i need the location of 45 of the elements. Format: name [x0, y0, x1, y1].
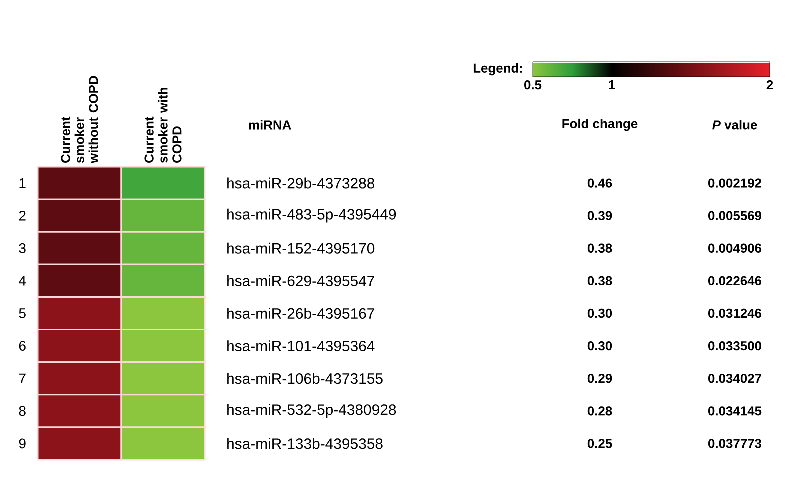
text: 0.30	[588, 341, 612, 351]
text: 0.034027	[708, 374, 762, 384]
color-bar-label: 2	[766, 80, 774, 90]
color-bar-title: Legend:	[474, 63, 522, 76]
text: P value	[712, 120, 758, 130]
text: 0.46	[588, 178, 612, 188]
text: miRNA	[249, 120, 292, 130]
text: 0.037773	[708, 439, 762, 448]
text: 0.004906	[708, 244, 762, 253]
text: 0.39	[588, 211, 612, 220]
y-tick-label: 5	[19, 308, 26, 318]
text: 0.30	[588, 308, 612, 318]
y2-tick-label: hsa-miR-152-4395170	[228, 242, 375, 254]
y2-tick-label: hsa-miR-629-4395547	[228, 275, 374, 286]
text: 0.28	[588, 406, 612, 416]
x-tick-label: Current smoker with COPD	[144, 88, 182, 164]
text: 0.25	[588, 439, 612, 448]
x-tick-label: Current smoker without COPD	[61, 76, 98, 164]
y-tick-label: 7	[19, 374, 26, 384]
text: 0.034145	[708, 406, 762, 416]
y-tick-label: 9	[19, 438, 26, 449]
text: Fold change	[562, 118, 638, 132]
y2-tick-label: hsa-miR-26b-4395167	[228, 308, 374, 319]
y2-tick-label: hsa-miR-133b-4395358	[228, 438, 383, 450]
text: 0.38	[588, 276, 612, 286]
y-tick-label: 4	[19, 276, 26, 286]
y-tick-label: 3	[19, 243, 26, 254]
text: 0.033500	[708, 341, 762, 351]
text: 0.002192	[708, 178, 762, 188]
text: 0.005569	[708, 211, 762, 220]
y2-tick-label: hsa-miR-483-5p-4395449	[228, 208, 396, 223]
y-tick-label: 8	[19, 406, 26, 416]
text: 0.29	[588, 374, 612, 384]
y2-tick-label: hsa-miR-101-4395364	[228, 340, 375, 352]
y-tick-label: 1	[20, 178, 26, 188]
y-tick-label: 2	[19, 210, 26, 221]
y2-tick-label: hsa-miR-532-5p-4380928	[228, 404, 396, 418]
text: 0.022646	[708, 276, 762, 286]
y2-tick-label: hsa-miR-106b-4373155	[228, 373, 383, 384]
y2-tick-label: hsa-miR-29b-4373288	[228, 178, 375, 189]
text: 0.031246	[708, 308, 762, 318]
color-bar-label: 0.5	[524, 80, 542, 90]
text: 0.38	[588, 244, 612, 253]
y-tick-label: 6	[19, 341, 26, 352]
color-bar-label: 1	[609, 80, 616, 90]
